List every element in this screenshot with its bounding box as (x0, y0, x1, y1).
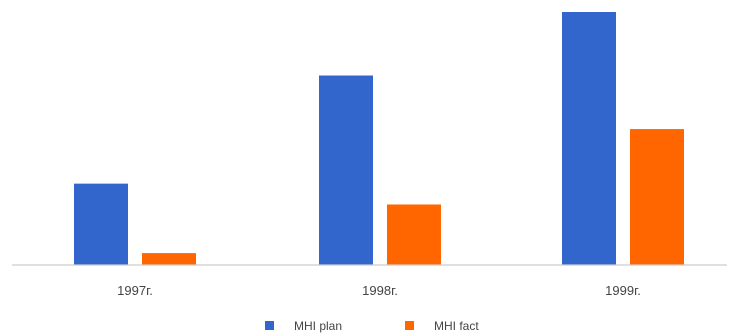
legend-label-fact: MHI fact (434, 319, 479, 333)
x-tick-labels: 1997г. 1998г. 1999г. (117, 283, 641, 298)
bar-plan-1 (74, 183, 128, 265)
legend-swatch-plan (265, 321, 274, 330)
bars-group (74, 12, 684, 265)
x-tick-label: 1999г. (605, 283, 641, 298)
x-tick-label: 1998г. (362, 283, 398, 298)
bar-fact-1 (142, 253, 196, 265)
bar-plan-3 (562, 12, 616, 265)
legend-swatch-fact (405, 321, 414, 330)
bar-fact-3 (630, 129, 684, 265)
bar-plan-2 (319, 75, 373, 265)
bar-fact-2 (387, 204, 441, 265)
legend: MHI plan MHI fact (265, 319, 479, 333)
x-tick-label: 1997г. (117, 283, 153, 298)
legend-label-plan: MHI plan (294, 319, 342, 333)
